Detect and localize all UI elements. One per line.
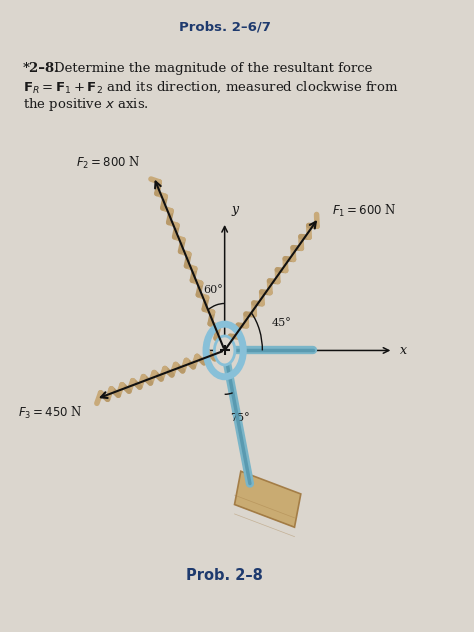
Text: Prob. 2–8: Prob. 2–8 [186,568,263,583]
Polygon shape [235,471,301,527]
Text: $\mathbf{F}_R = \mathbf{F}_1 + \mathbf{F}_2$ and its direction, measured clockwi: $\mathbf{F}_R = \mathbf{F}_1 + \mathbf{F… [23,79,398,95]
Text: 60°: 60° [203,285,223,295]
Text: 45°: 45° [272,318,292,328]
Text: Probs. 2–6/7: Probs. 2–6/7 [179,20,271,33]
Text: *2–8.: *2–8. [23,63,60,75]
Text: Determine the magnitude of the resultant force: Determine the magnitude of the resultant… [54,63,372,75]
Text: y: y [231,203,238,216]
Text: $F_1 = 600$ N: $F_1 = 600$ N [332,204,397,219]
Text: x: x [400,344,407,357]
Text: the positive $x$ axis.: the positive $x$ axis. [23,96,149,113]
Text: $F_3 = 450$ N: $F_3 = 450$ N [18,405,83,422]
Text: 75°: 75° [230,413,250,423]
Circle shape [214,336,235,365]
Text: $F_2 = 800$ N: $F_2 = 800$ N [76,154,140,171]
